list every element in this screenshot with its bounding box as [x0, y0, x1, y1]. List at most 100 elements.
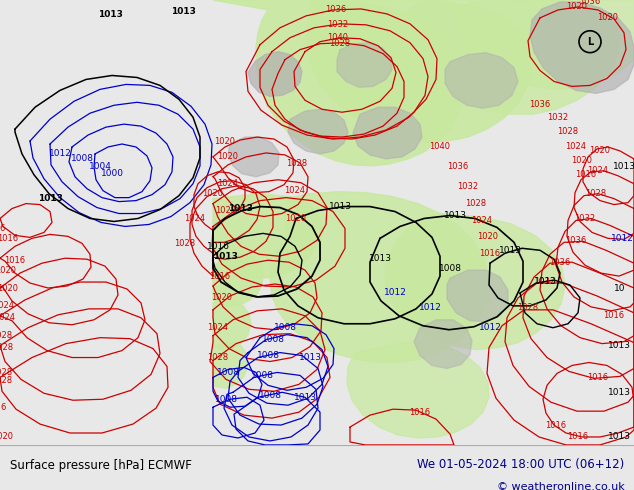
Text: 1013: 1013: [444, 211, 467, 220]
Text: 1036: 1036: [448, 162, 469, 171]
Text: 1032: 1032: [327, 20, 349, 29]
Text: Surface pressure [hPa] ECMWF: Surface pressure [hPa] ECMWF: [10, 459, 191, 472]
Text: 1036: 1036: [579, 0, 600, 6]
Text: 1036: 1036: [325, 5, 347, 14]
Text: 1024: 1024: [588, 166, 609, 175]
Text: 1000: 1000: [101, 170, 124, 178]
Text: 1036: 1036: [566, 236, 586, 245]
Text: 10: 10: [614, 284, 626, 293]
Text: 1028: 1028: [287, 159, 307, 169]
Polygon shape: [447, 270, 508, 322]
Polygon shape: [288, 109, 348, 154]
Text: 1024: 1024: [217, 179, 238, 188]
Text: 1016: 1016: [207, 242, 230, 251]
Text: 1016: 1016: [4, 256, 25, 265]
Text: 1016: 1016: [479, 249, 501, 258]
Polygon shape: [213, 342, 248, 388]
Text: 1024: 1024: [184, 214, 205, 223]
Polygon shape: [228, 137, 279, 177]
Text: 1024: 1024: [566, 143, 586, 151]
Text: 1012: 1012: [611, 234, 633, 243]
Text: 1016: 1016: [410, 408, 430, 416]
Polygon shape: [400, 0, 620, 114]
Text: 1012: 1012: [418, 303, 441, 312]
Polygon shape: [337, 43, 392, 87]
Text: 1016: 1016: [588, 373, 609, 382]
Text: 1012: 1012: [49, 149, 72, 158]
Text: 1020: 1020: [0, 433, 13, 441]
Text: 1020: 1020: [571, 156, 593, 166]
Polygon shape: [248, 51, 302, 97]
Polygon shape: [414, 320, 472, 368]
Text: 6: 6: [0, 224, 4, 233]
Text: 1008: 1008: [216, 368, 240, 377]
Text: 1024: 1024: [207, 323, 228, 332]
Polygon shape: [213, 194, 322, 279]
Text: © weatheronline.co.uk: © weatheronline.co.uk: [497, 482, 624, 490]
Text: 1008: 1008: [261, 335, 285, 344]
Polygon shape: [530, 2, 634, 94]
Text: 1016: 1016: [545, 420, 567, 430]
Text: 1028: 1028: [585, 189, 607, 198]
Text: 1036: 1036: [529, 100, 550, 109]
Text: 1013: 1013: [607, 388, 630, 397]
Polygon shape: [213, 253, 263, 307]
Polygon shape: [353, 107, 422, 159]
Text: 1016: 1016: [604, 311, 624, 320]
Text: 1028: 1028: [174, 239, 195, 248]
Text: 1040: 1040: [429, 143, 451, 151]
Text: 1008: 1008: [250, 371, 273, 380]
Text: 1008: 1008: [70, 154, 93, 163]
Text: 6: 6: [0, 403, 6, 412]
Text: 1020: 1020: [0, 284, 18, 293]
Text: 1008: 1008: [273, 323, 297, 332]
Text: 1028: 1028: [465, 199, 486, 208]
Text: 1016: 1016: [209, 271, 231, 281]
Polygon shape: [306, 0, 532, 142]
Text: 1028: 1028: [0, 343, 13, 352]
Text: 1028: 1028: [0, 368, 13, 377]
Text: 1020: 1020: [0, 266, 16, 274]
Text: 1024: 1024: [0, 301, 15, 310]
Text: 1020: 1020: [477, 232, 498, 241]
Text: 1020: 1020: [597, 13, 619, 23]
Polygon shape: [458, 0, 634, 89]
Text: 1020: 1020: [214, 137, 235, 146]
Text: 1013: 1013: [98, 10, 122, 20]
Text: 1013: 1013: [498, 246, 522, 255]
Text: 1028: 1028: [207, 353, 229, 362]
Text: 1004: 1004: [89, 162, 112, 171]
Text: 1040: 1040: [328, 33, 349, 42]
Text: 1020: 1020: [217, 152, 238, 161]
Text: 1013: 1013: [328, 202, 351, 211]
Text: 1032: 1032: [574, 214, 595, 223]
Polygon shape: [347, 343, 489, 438]
Text: L: L: [587, 37, 593, 47]
Text: 1013: 1013: [37, 194, 62, 203]
Text: 1032: 1032: [534, 276, 555, 286]
Text: 1016: 1016: [0, 234, 18, 243]
Text: 1028: 1028: [0, 376, 13, 385]
Text: 1020: 1020: [285, 214, 306, 223]
Text: 1028: 1028: [216, 206, 236, 215]
Text: 1013: 1013: [612, 162, 634, 171]
Text: 1013: 1013: [607, 433, 630, 441]
Text: 1012: 1012: [479, 323, 501, 332]
Polygon shape: [385, 214, 565, 349]
Text: 1008: 1008: [214, 395, 238, 404]
Text: We 01-05-2024 18:00 UTC (06+12): We 01-05-2024 18:00 UTC (06+12): [417, 458, 624, 470]
Text: 1013: 1013: [212, 252, 238, 261]
Text: 1013: 1013: [171, 7, 195, 17]
Polygon shape: [445, 52, 518, 108]
Text: 1012: 1012: [384, 289, 406, 297]
Polygon shape: [213, 0, 465, 166]
Text: 1013: 1013: [607, 341, 630, 350]
Text: 1016: 1016: [567, 433, 588, 441]
Text: 1032: 1032: [547, 113, 569, 122]
Polygon shape: [270, 192, 489, 363]
Text: 1032: 1032: [458, 182, 479, 191]
Text: 1008: 1008: [259, 391, 281, 400]
Text: 1008: 1008: [439, 264, 462, 272]
Text: 1024: 1024: [472, 216, 493, 225]
Text: 1013: 1013: [368, 254, 392, 263]
